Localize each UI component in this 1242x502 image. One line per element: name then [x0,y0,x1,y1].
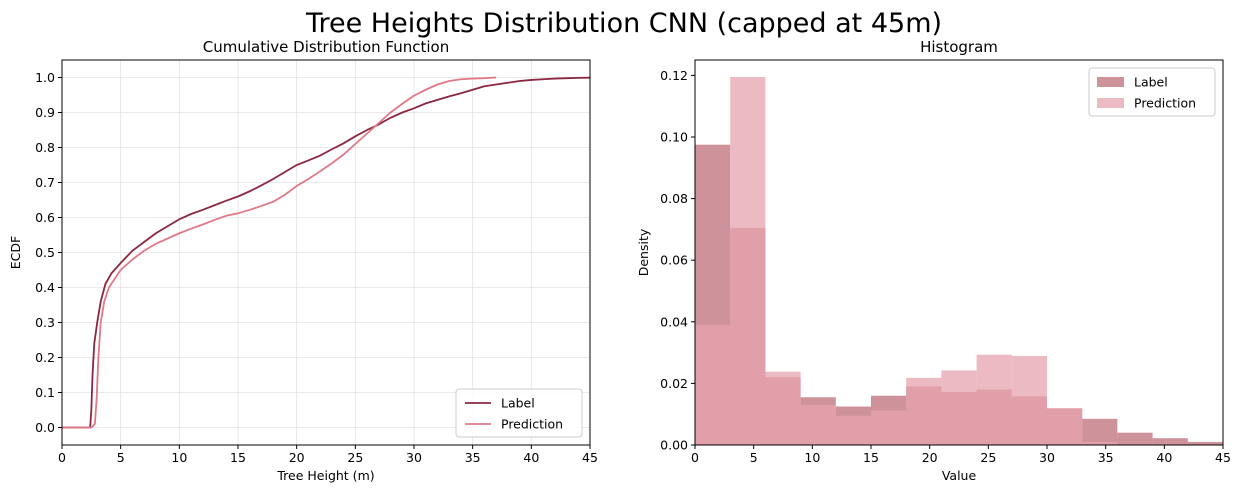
cdf-panel: 0 5 10 15 20 25 30 35 40 45 0.0 0.1 0.2 0.3 0.4 0.5 0.6 0… [8,38,598,483]
legend-label: Label [1134,75,1168,90]
x-tick-label: 20 [289,450,305,465]
figure-title: Tree Heights Distribution CNN (capped at… [305,8,942,39]
x-tick-label: 25 [347,450,363,465]
y-tick-label: 0.08 [660,191,688,206]
y-tick-label: 0.06 [660,253,688,268]
x-tick-label: 10 [804,450,820,465]
y-tick-label: 0.04 [660,314,688,329]
x-axis-label: Tree Height (m) [276,468,374,483]
y-tick-label: 0.3 [35,315,55,330]
x-tick-label: 15 [230,450,246,465]
y-tick-label: 0.6 [35,210,55,225]
x-tick-label: 15 [863,450,879,465]
y-axis-label: Density [636,228,651,276]
histogram-bar-prediction [835,415,871,445]
ecdf-line-label [62,76,591,429]
histogram-bar-prediction [976,354,1012,445]
y-axis-label: ECDF [8,236,23,269]
x-axis-label: Value [942,468,977,483]
x-tick-label: 45 [1215,450,1231,465]
legend-label: Label [501,396,535,411]
x-tick-label: 5 [117,450,125,465]
x-tick-label: 45 [582,450,598,465]
y-tick-label: 0.5 [35,245,55,260]
legend-label: Prediction [1134,96,1196,111]
x-tick-label: 5 [750,450,758,465]
axes-frame [694,59,1224,446]
legend-box [455,388,583,438]
x-tick-label: 30 [406,450,422,465]
x-tick-label: 10 [171,450,187,465]
y-tick-label: 0.7 [35,175,55,190]
histogram-bar-label [1082,418,1118,445]
x-tick-label: 40 [1156,450,1172,465]
y-tick-label: 0.00 [660,438,688,453]
histogram-bar-prediction [1082,441,1118,445]
x-tick-label: 0 [691,450,699,465]
legend-label: Prediction [501,417,563,432]
histogram-bar-prediction [871,410,907,445]
x-tick-label: 25 [980,450,996,465]
y-tick-label: 0.0 [35,420,55,435]
legend-swatch-prediction [1097,98,1124,108]
y-tick-label: 1.0 [35,70,55,85]
x-tick-label: 20 [922,450,938,465]
y-tick-label: 0.12 [660,68,688,83]
y-tick-label: 0.10 [660,130,688,145]
legend: Label Prediction [455,388,583,438]
histogram-bar-prediction [906,377,942,445]
histogram-bar-prediction [695,324,731,445]
histogram-panel: 0 5 10 15 20 25 30 35 40 45 0.00 0.02 0.04 0.06 0.08 0.… [636,38,1231,483]
y-tick-label: 0.8 [35,140,55,155]
y-tick-label: 0.2 [35,350,55,365]
x-tick-label: 35 [1098,450,1114,465]
x-tick-label: 30 [1039,450,1055,465]
x-tick-label: 0 [58,450,66,465]
ecdf-line-prediction [62,76,497,429]
x-tick-label: 40 [523,450,539,465]
histogram-bar-label [1152,438,1188,445]
x-tick-label: 35 [465,450,481,465]
histogram-bar-label [1117,432,1153,445]
legend: Label Prediction [1088,67,1216,117]
histogram-bar-prediction [1011,355,1047,445]
histogram-bar-prediction [765,371,801,445]
histogram-bar-prediction [800,404,836,445]
histogram-bar-prediction [730,76,766,445]
subplot-title: Histogram [920,38,998,56]
y-tick-label: 0.02 [660,376,688,391]
y-tick-label: 0.4 [35,280,55,295]
histogram-bar-label [1187,441,1223,445]
histogram-bar-prediction [941,370,977,445]
y-tick-label: 0.1 [35,385,55,400]
histogram-bar-prediction [1047,408,1083,445]
y-tick-label: 0.9 [35,105,55,120]
subplot-title: Cumulative Distribution Function [203,38,449,56]
legend-swatch-label [1097,77,1124,87]
